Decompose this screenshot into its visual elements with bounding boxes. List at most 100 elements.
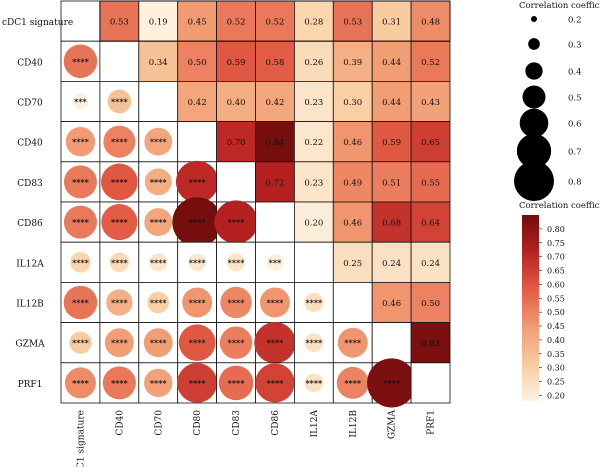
- heatmap-cell: [255, 121, 295, 163]
- correlation-bubble: [109, 252, 130, 273]
- correlation-bubble: [172, 197, 222, 247]
- column-label: CD70: [154, 410, 164, 436]
- correlation-bubble: [63, 165, 97, 199]
- cell-value-label: 0.52: [227, 18, 246, 28]
- cell-value-label: 0.40: [227, 98, 246, 108]
- significance-stars: ****: [383, 378, 401, 388]
- heatmap-cell: [255, 0, 295, 42]
- correlation-bubble: [367, 358, 417, 408]
- heatmap-cell: [332, 241, 373, 283]
- correlation-bubble: [70, 252, 91, 273]
- size-legend-label: 0.4: [568, 68, 582, 78]
- heatmap-cell: [410, 201, 451, 243]
- cell-value-label: 0.24: [382, 259, 401, 269]
- significance-stars: ****: [150, 338, 168, 348]
- size-legend-circle: [514, 161, 554, 201]
- heatmap-cell: [99, 0, 140, 42]
- cell-value-label: 0.22: [304, 138, 323, 148]
- diagonal-cell: [138, 81, 179, 123]
- cell-value-label: 0.64: [421, 219, 440, 229]
- cell-value-label: 0.28: [304, 18, 323, 28]
- heatmap-cell: [293, 81, 334, 123]
- significance-stars: ****: [305, 378, 323, 388]
- correlation-bubble: [143, 328, 173, 358]
- cell-value-label: 0.23: [304, 98, 323, 108]
- diagonal-cell: [216, 161, 256, 203]
- heatmap-cell: [293, 161, 334, 203]
- significance-stars: ****: [111, 338, 129, 348]
- cell-value-label: 0.55: [421, 178, 440, 188]
- correlation-bubble: [304, 373, 324, 393]
- cell-value-label: 0.24: [421, 259, 440, 269]
- color-legend-label: 0.25: [547, 378, 565, 387]
- color-legend-label: 0.75: [547, 239, 565, 248]
- color-legend-label: 0.35: [547, 350, 565, 359]
- diagonal-cell: [99, 40, 140, 82]
- heatmap-cell: [410, 121, 451, 163]
- correlation-bubble: [336, 366, 369, 399]
- significance-stars: ****: [189, 177, 207, 187]
- cell-value-label: 0.72: [265, 178, 284, 188]
- row-label: CD86: [17, 219, 43, 229]
- cell-value-label: 0.52: [265, 18, 284, 28]
- cell-value-label: 0.84: [265, 138, 284, 148]
- heatmap-cell: [255, 161, 295, 203]
- correlation-bubble: [103, 125, 136, 158]
- color-legend-label: 0.80: [547, 225, 565, 234]
- significance-stars: ****: [72, 257, 90, 267]
- color-legend-label: 0.45: [547, 322, 565, 331]
- size-legend-circle: [525, 62, 543, 80]
- heatmap-cell: [410, 0, 451, 42]
- correlation-bubble: [178, 324, 216, 362]
- significance-stars: ****: [305, 338, 323, 348]
- color-legend-label: 0.55: [547, 294, 565, 303]
- color-legend-label: 0.50: [547, 308, 565, 317]
- cell-value-label: 0.39: [343, 58, 362, 68]
- correlation-bubble: [254, 322, 296, 364]
- correlation-bubble: [63, 285, 98, 320]
- correlation-bubble: [144, 168, 172, 196]
- significance-stars: ****: [228, 217, 246, 227]
- cell-value-label: 0.46: [343, 138, 362, 148]
- color-legend-label: 0.20: [547, 391, 565, 400]
- significance-stars: ****: [267, 298, 285, 308]
- cell-value-label: 0.50: [188, 58, 207, 68]
- column-label: PRF1: [427, 410, 437, 435]
- cell-value-label: 0.59: [382, 138, 401, 148]
- top-row-border: [99, 0, 451, 42]
- correlation-bubble: [144, 368, 173, 398]
- correlation-bubble: [65, 127, 96, 157]
- cell-value-label: 0.65: [421, 138, 440, 148]
- cell-value-label: 0.46: [382, 299, 401, 309]
- cell-value-label: 0.31: [382, 18, 401, 28]
- column-label: CD86: [271, 410, 281, 436]
- heatmap-cell: [332, 161, 373, 203]
- cell-value-label: 0.44: [382, 98, 401, 108]
- cell-value-label: 0.26: [304, 58, 323, 68]
- significance-stars: ****: [267, 378, 285, 388]
- correlation-bubble: [177, 363, 218, 403]
- diagonal-cell: [332, 281, 373, 323]
- size-legend-circle: [531, 16, 537, 22]
- significance-stars: ****: [150, 378, 168, 388]
- significance-stars: ***: [269, 257, 282, 267]
- size-legend-label: 0.5: [568, 94, 582, 104]
- size-legend-label: 0.3: [568, 41, 582, 51]
- heatmap-cell: [216, 40, 256, 82]
- row-label: GZMA: [15, 340, 45, 350]
- size-legend-circle: [516, 133, 552, 169]
- significance-stars: ****: [72, 137, 90, 147]
- cell-value-label: 0.50: [421, 299, 440, 309]
- significance-stars: ****: [189, 378, 207, 388]
- correlation-bubble: [266, 254, 284, 271]
- cell-value-label: 0.43: [421, 98, 440, 108]
- color-legend-title: Correlation coefficient: [519, 201, 600, 211]
- cell-value-label: 0.42: [265, 98, 284, 108]
- correlation-bubble: [255, 363, 295, 403]
- correlation-bubble: [220, 286, 252, 319]
- correlation-bubble: [304, 293, 324, 312]
- cell-value-label: 0.23: [304, 178, 323, 188]
- size-legend-circle: [522, 85, 546, 109]
- significance-stars: ****: [228, 338, 246, 348]
